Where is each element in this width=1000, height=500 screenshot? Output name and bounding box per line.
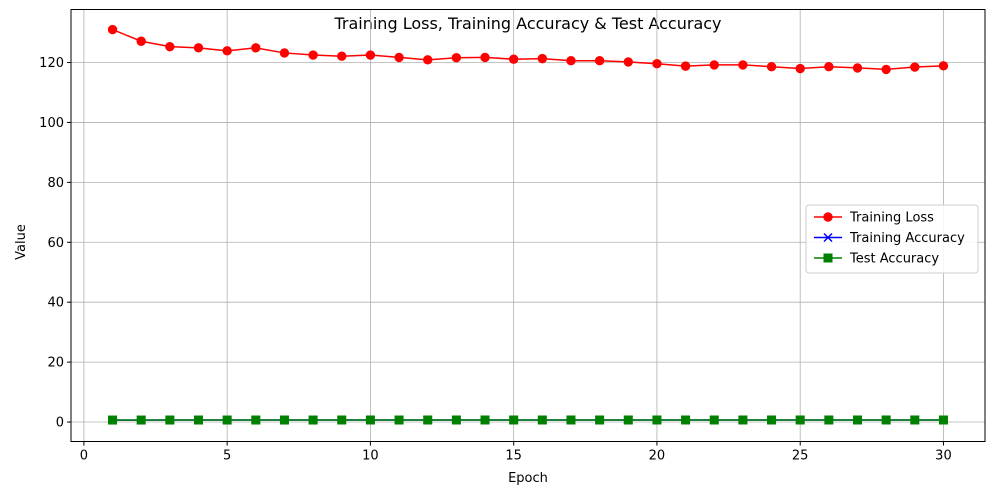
data-point	[165, 41, 175, 52]
chart-title: Training Loss, Training Accuracy & Test …	[333, 14, 721, 33]
data-point	[824, 62, 834, 72]
y-tick-label: 100	[39, 116, 64, 131]
data-point	[566, 415, 576, 425]
data-point	[881, 64, 891, 75]
x-tick-label: 30	[935, 449, 952, 464]
data-point	[594, 56, 605, 66]
x-tick-label: 20	[649, 449, 666, 464]
data-point	[165, 415, 175, 425]
data-point	[852, 415, 862, 425]
data-point	[852, 63, 863, 73]
data-point	[337, 51, 347, 61]
data-point	[652, 415, 662, 425]
data-point	[480, 415, 490, 425]
data-point	[652, 59, 662, 69]
data-point	[423, 415, 433, 425]
x-tick-label: 15	[505, 449, 522, 464]
data-point	[480, 52, 490, 63]
data-point	[767, 415, 777, 425]
data-point	[251, 415, 261, 425]
data-point	[222, 415, 232, 425]
x-tick-label: 25	[792, 449, 809, 464]
data-point	[766, 62, 777, 72]
grid	[71, 9, 985, 442]
data-point	[136, 36, 146, 46]
data-point	[795, 63, 805, 74]
data-point	[451, 415, 461, 425]
data-point	[509, 415, 519, 425]
data-point	[279, 415, 289, 425]
data-point	[681, 415, 691, 425]
legend-label: Training Accuracy	[849, 231, 965, 246]
legend-label: Training Loss	[849, 211, 934, 226]
data-point	[308, 415, 318, 425]
data-point	[508, 54, 519, 64]
data-point	[566, 56, 576, 66]
data-point	[107, 24, 118, 35]
legend-box	[805, 204, 979, 274]
data-point	[910, 62, 920, 72]
legend-label: Test Accuracy	[849, 252, 939, 267]
x-axis-label: Epoch	[508, 471, 548, 486]
series-2	[108, 415, 948, 425]
ticks: 0 5 10 15 20 25 30 0 20 40 60 80 100 120	[39, 56, 952, 463]
data-point	[251, 43, 261, 53]
data-point	[938, 415, 948, 425]
y-tick-label: 0	[56, 416, 64, 431]
data-point	[394, 52, 404, 63]
x-tick-label: 5	[223, 449, 231, 464]
plot-frame	[70, 9, 986, 442]
legend-marker	[823, 212, 833, 222]
y-tick-label: 120	[39, 56, 64, 71]
data-point	[423, 55, 433, 65]
data-point	[136, 415, 146, 425]
data-point	[738, 415, 748, 425]
data-point	[680, 61, 691, 71]
x-tick-label: 0	[80, 449, 88, 464]
data-point	[222, 46, 232, 56]
data-point	[451, 53, 462, 63]
legend-item: Training Accuracy	[814, 231, 965, 246]
legend: Training Loss Training Accuracy Test Accur…	[805, 204, 979, 274]
data-point	[709, 415, 719, 425]
legend-item: Training Loss	[814, 211, 934, 226]
data-point	[795, 415, 805, 425]
legend-item: Test Accuracy	[814, 252, 939, 267]
data-point	[881, 415, 891, 425]
data-point	[738, 60, 748, 70]
data-point	[623, 415, 633, 425]
y-tick-label: 20	[47, 356, 64, 371]
data-point	[824, 415, 834, 425]
y-axis-label: Value	[14, 224, 29, 260]
data-point	[194, 415, 204, 425]
data-point	[108, 415, 118, 425]
series-layer	[107, 24, 949, 425]
y-tick-label: 80	[47, 176, 64, 191]
data-point	[623, 57, 633, 67]
data-point	[365, 415, 375, 425]
series-line	[112, 28, 944, 71]
data-point	[308, 50, 318, 60]
x-tick-label: 10	[362, 449, 379, 464]
data-point	[279, 48, 290, 58]
data-point	[595, 415, 605, 425]
data-point	[938, 61, 949, 71]
data-point	[537, 415, 547, 425]
data-point	[193, 43, 204, 53]
data-point	[394, 415, 404, 425]
data-point	[537, 53, 548, 64]
legend-marker	[823, 232, 833, 243]
data-point	[365, 50, 376, 60]
data-point	[337, 415, 347, 425]
data-point	[709, 60, 719, 70]
y-tick-label: 40	[47, 296, 64, 311]
legend-marker	[823, 253, 833, 263]
series-0	[107, 24, 949, 75]
y-tick-label: 60	[47, 236, 64, 251]
data-point	[910, 415, 920, 425]
